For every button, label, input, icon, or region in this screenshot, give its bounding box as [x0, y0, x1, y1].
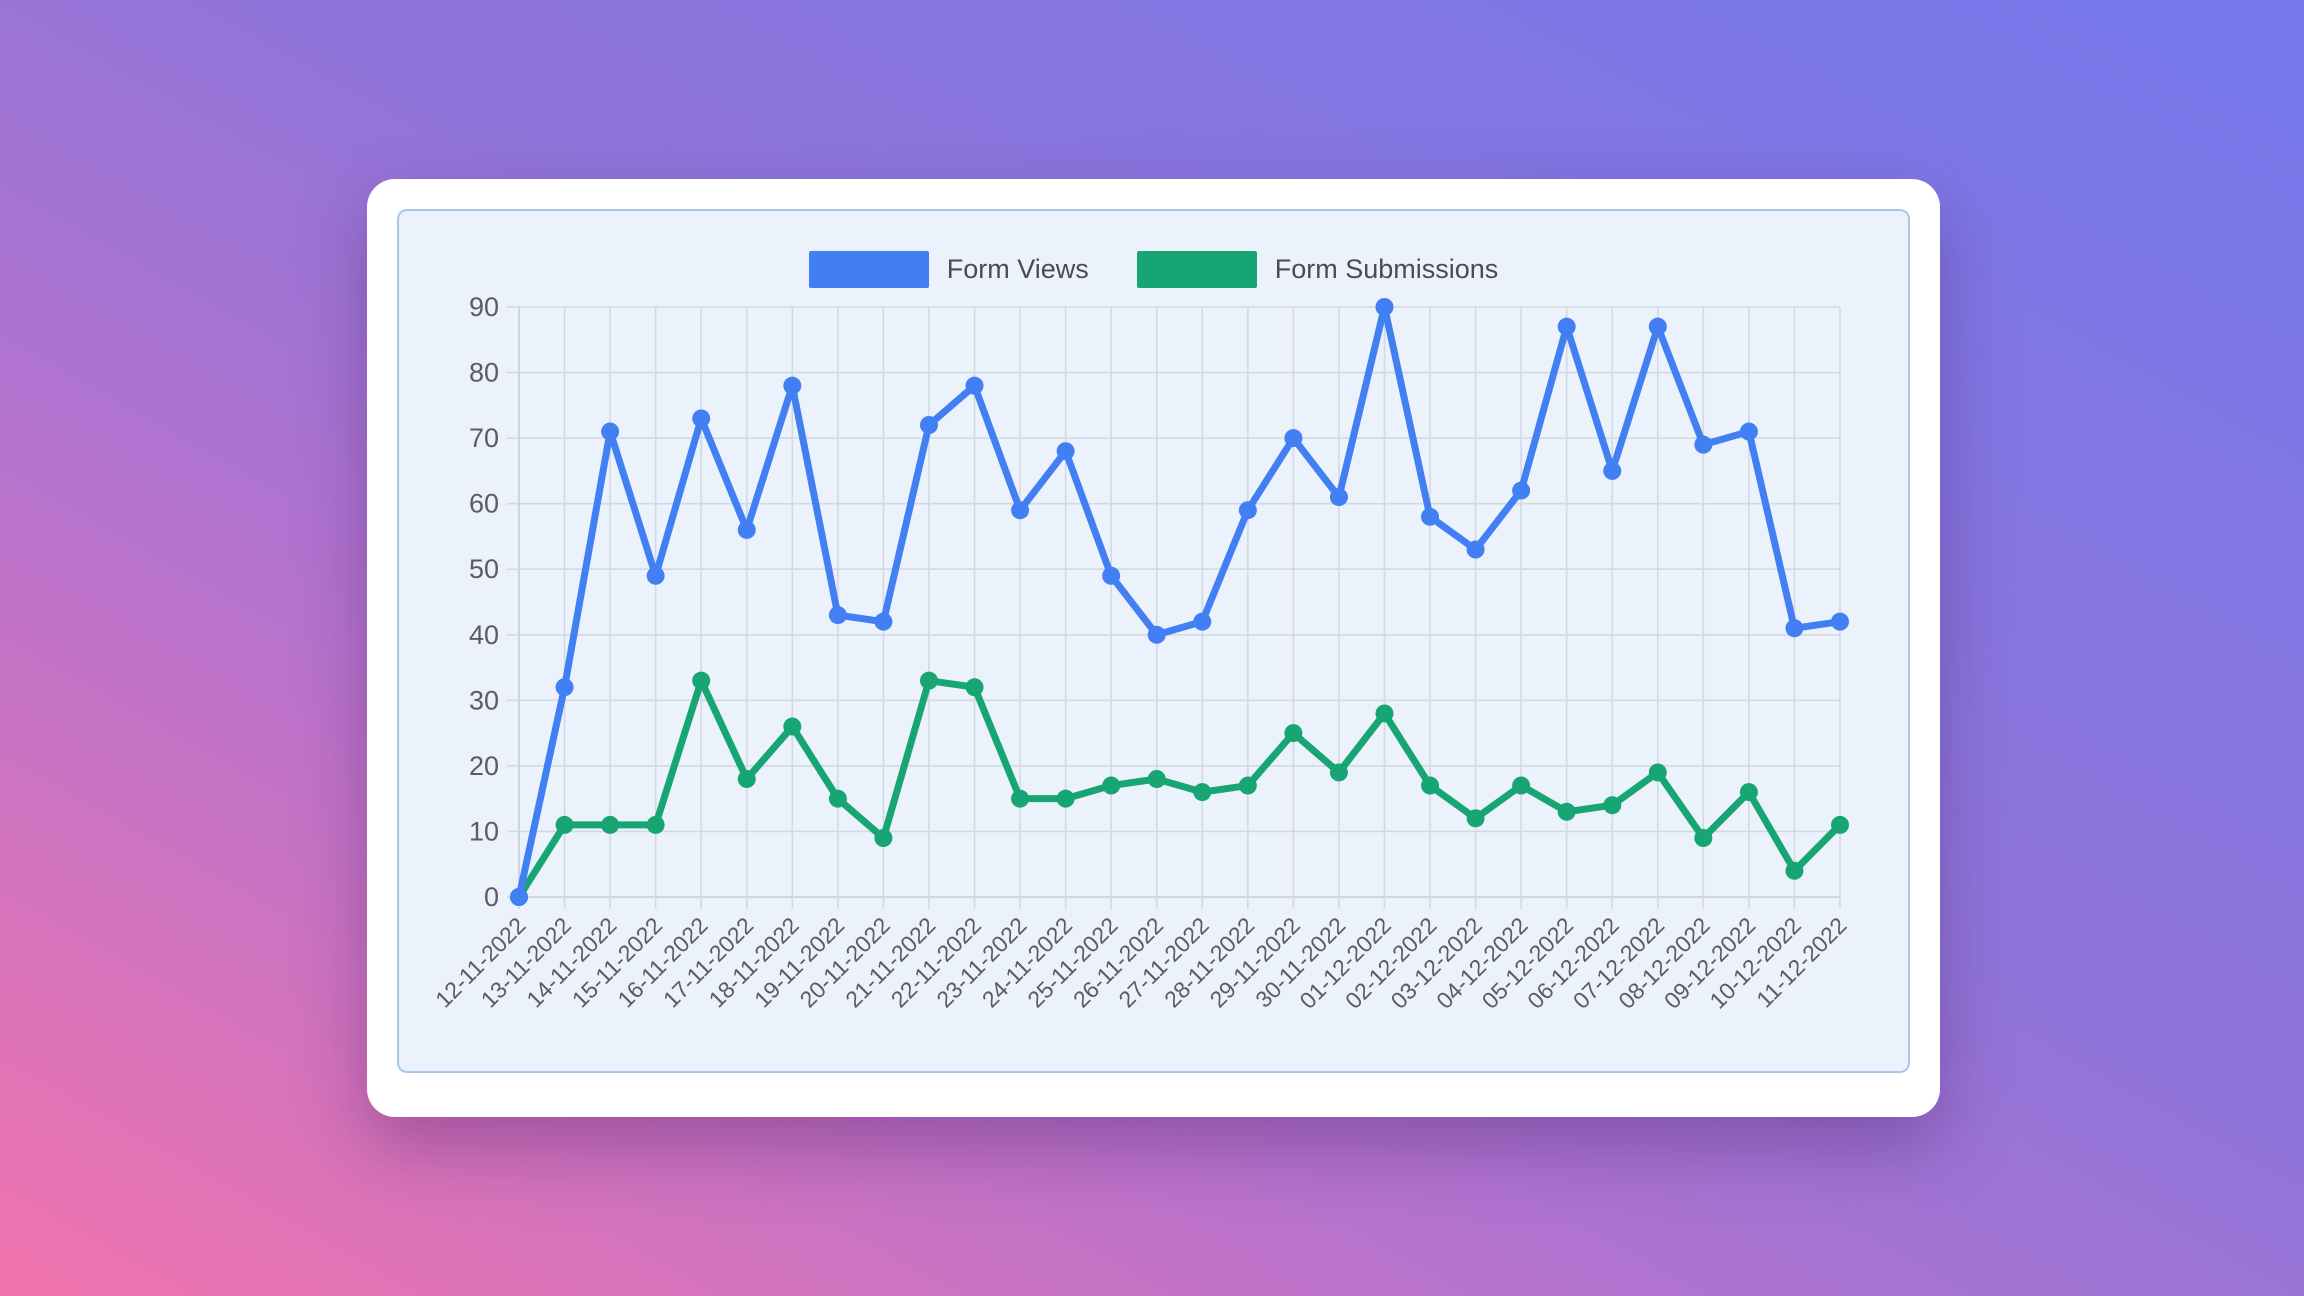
form-views-point[interactable] [1056, 442, 1075, 461]
x-axis-labels: 12-11-202213-11-202214-11-202215-11-2022… [430, 912, 1851, 1014]
chart-card: Form Views Form Submissions 0 10 20 30 40 50 6… [367, 179, 1940, 1117]
form-views-point[interactable] [510, 888, 528, 906]
y-tick-label: 0 [484, 882, 499, 912]
legend-item-form-views[interactable]: Form Views [808, 251, 1089, 288]
legend-item-form-submissions[interactable]: Form Submissions [1136, 251, 1499, 288]
chart-svg[interactable]: 0 10 20 30 40 50 60 70 80 90 12-11-202213-11-20221… [399, 211, 1908, 1071]
form-submissions-point[interactable] [1831, 815, 1849, 834]
form-submissions-point[interactable] [1466, 809, 1485, 828]
form-views-point[interactable] [1238, 501, 1257, 520]
y-tick-label: 90 [469, 292, 499, 322]
line-chart[interactable]: 0 10 20 30 40 50 60 70 80 90 12-11-2022 13-11-2022 1… [399, 211, 1908, 1071]
form-submissions-point[interactable] [555, 815, 574, 834]
y-tick-label: 50 [469, 554, 499, 584]
axis-ticks [507, 306, 1841, 909]
form-views-point[interactable] [1421, 507, 1440, 526]
y-axis-labels: 0 10 20 30 40 50 60 70 80 90 [469, 292, 499, 912]
form-views-point[interactable] [1603, 461, 1622, 480]
form-submissions-point[interactable] [692, 671, 711, 690]
y-tick-label: 40 [469, 620, 499, 650]
form-views-swatch [808, 251, 929, 288]
form-submissions-point[interactable] [919, 671, 938, 690]
chart-legend: Form Views Form Submissions [399, 251, 1908, 288]
form-views-point[interactable] [1648, 317, 1667, 336]
form-submissions-point[interactable] [965, 678, 984, 697]
form-views-point[interactable] [737, 520, 756, 539]
form-views-point[interactable] [919, 416, 938, 434]
form-views-point[interactable] [1785, 619, 1804, 638]
form-submissions-point[interactable] [1238, 776, 1257, 795]
form-views-point[interactable] [1147, 625, 1166, 644]
form-views-point[interactable] [1831, 612, 1849, 631]
form-submissions-point[interactable] [601, 815, 620, 834]
form-submissions-point[interactable] [1694, 829, 1713, 847]
y-tick-label: 60 [469, 489, 499, 519]
form-views-label: Form Views [946, 254, 1089, 284]
y-tick-label: 70 [469, 423, 499, 453]
form-submissions-point[interactable] [1011, 789, 1030, 808]
form-submissions-point[interactable] [783, 717, 802, 736]
form-views-point[interactable] [965, 376, 984, 395]
form-submissions-point[interactable] [1147, 770, 1166, 788]
form-submissions-point[interactable] [1056, 789, 1075, 808]
form-views-point[interactable] [828, 606, 847, 625]
form-submissions-point[interactable] [1557, 802, 1576, 821]
form-views-point[interactable] [1284, 429, 1303, 448]
chart-panel: Form Views Form Submissions 0 10 20 30 40 50 6… [397, 209, 1910, 1073]
form-views-line [515, 303, 1844, 901]
form-submissions-point[interactable] [1512, 776, 1531, 795]
y-tick-label: 20 [469, 751, 499, 781]
form-views-point[interactable] [783, 376, 802, 395]
series-form-views [510, 298, 1849, 906]
form-views-point[interactable] [1193, 612, 1212, 631]
form-submissions-point[interactable] [1329, 763, 1348, 782]
form-views-point[interactable] [1466, 540, 1485, 559]
form-views-point[interactable] [1011, 501, 1030, 520]
y-tick-label: 80 [469, 358, 499, 388]
form-submissions-point[interactable] [1193, 783, 1212, 802]
form-views-point[interactable] [692, 409, 711, 428]
form-submissions-point[interactable] [1785, 861, 1804, 880]
form-submissions-point[interactable] [1284, 724, 1303, 743]
form-submissions-point[interactable] [1421, 776, 1440, 795]
form-submissions-point[interactable] [1648, 763, 1667, 782]
form-submissions-point[interactable] [828, 789, 847, 808]
form-submissions-point[interactable] [737, 770, 756, 788]
y-tick-label: 30 [469, 685, 499, 715]
form-views-point[interactable] [1557, 317, 1576, 336]
form-views-point[interactable] [646, 566, 665, 585]
form-submissions-point[interactable] [1603, 796, 1622, 815]
form-submissions-label: Form Submissions [1274, 254, 1499, 284]
form-submissions-swatch [1136, 251, 1257, 288]
form-submissions-point[interactable] [646, 815, 665, 834]
form-submissions-point[interactable] [1102, 776, 1121, 795]
form-views-point[interactable] [1329, 488, 1348, 507]
form-views-point[interactable] [1739, 422, 1758, 441]
form-views-point[interactable] [1694, 435, 1713, 454]
form-submissions-point[interactable] [874, 829, 893, 847]
series-form-submissions [510, 671, 1849, 906]
form-submissions-point[interactable] [1375, 704, 1394, 723]
form-submissions-line [515, 677, 1844, 901]
form-views-point[interactable] [1375, 298, 1394, 316]
grid-lines [518, 306, 1841, 898]
form-views-point[interactable] [1512, 481, 1531, 500]
form-views-point[interactable] [1102, 566, 1121, 585]
form-submissions-point[interactable] [1739, 783, 1758, 802]
form-views-point[interactable] [555, 678, 574, 697]
form-views-point[interactable] [601, 422, 620, 441]
y-tick-label: 10 [469, 816, 499, 846]
form-views-point[interactable] [874, 612, 893, 631]
